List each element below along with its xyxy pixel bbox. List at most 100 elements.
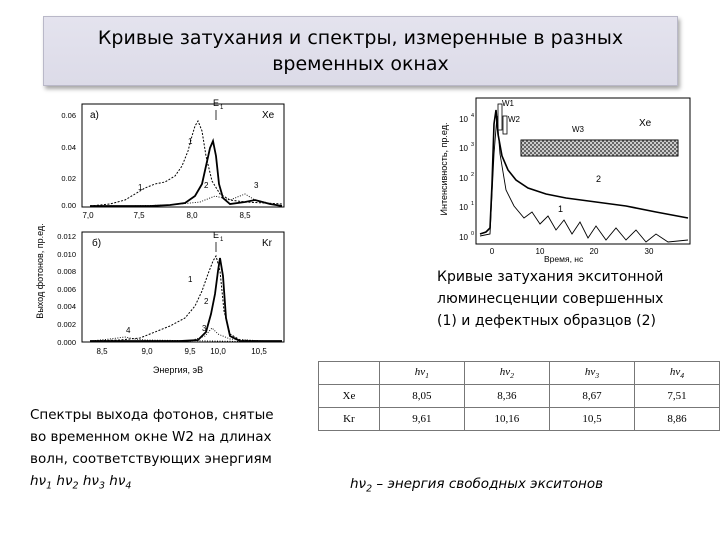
caption-hv-line: hν1 hν2 hν3 hν4 [30, 470, 274, 498]
spectra-bottom-peak-label: E [213, 230, 219, 240]
table-cell: 8,05 [378, 384, 465, 408]
ytick-base: 10 [459, 233, 468, 242]
caption-line: во временном окне W2 на длинах [30, 429, 272, 445]
hv-term: hν4 [109, 473, 132, 492]
spectra-bottom-element: Kr [262, 238, 273, 249]
ytick: 0.00 [61, 201, 76, 210]
hv-term: hν2 [56, 473, 79, 492]
window-label-w2: W2 [508, 115, 521, 124]
caption-line: (1) и дефектных образцов (2) [437, 313, 656, 329]
table-corner-cell [318, 361, 380, 385]
decay-curve-2 [479, 109, 689, 235]
ytick: 0.004 [57, 302, 76, 311]
spectra-top-peak-label: E [213, 98, 219, 108]
ytick: 0.008 [57, 267, 76, 276]
table-cell-element: Xe [318, 384, 380, 408]
spectra-top-frame [81, 103, 285, 208]
xtick: 7,0 [82, 211, 94, 220]
spectra-bottom-curve-1 [89, 254, 282, 342]
spectra-bottom-xticks: 8,5 9,0 9,5 10,0 10,5 [96, 347, 267, 356]
ytick: 0.06 [61, 111, 76, 120]
spectra-top-curve-1 [89, 119, 283, 207]
spectra-bottom-peak-sub: 1 [220, 237, 224, 243]
spectra-bottom-yticks: 0.012 0.010 0.008 0.006 0.004 0.002 0.00… [57, 232, 76, 347]
decay-frame [475, 97, 691, 245]
table-header-cell: hν2 [463, 361, 551, 385]
spectra-top-curve-labels: 1 2 3 [188, 137, 259, 190]
ytick: 0.012 [57, 232, 76, 241]
table-cell: 10,5 [549, 407, 635, 431]
decay-xlabel: Время, нс [544, 254, 584, 264]
spectra-bottom-curve-3 [90, 327, 283, 343]
xtick: 7,5 [133, 211, 145, 220]
table-row: Kr 9,61 10,16 10,5 8,86 [318, 407, 720, 431]
spectra-top-yticks: 0.06 0.04 0.02 0.00 [61, 111, 76, 210]
ytick-base: 10 [459, 115, 468, 124]
slide-title-line-2: временных окнах [272, 53, 449, 75]
xtick: 30 [645, 247, 654, 256]
window-w1 [497, 103, 503, 131]
table-cell: 8,86 [633, 407, 720, 431]
ytick: 0.02 [61, 174, 76, 183]
xtick: 9,0 [141, 347, 153, 356]
table-header-cell: hν1 [378, 361, 465, 385]
xtick: 20 [590, 247, 599, 256]
spectra-top-curve-label-extra: 1 [138, 183, 143, 192]
spectra-figure: Выход фотонов, пр.ед. а) Xe E 1 0.06 0.0… [35, 98, 285, 375]
ytick-exp: 4 [471, 113, 474, 119]
spectra-top-panel-label: а) [90, 110, 99, 121]
table-header-cell: hν4 [633, 361, 720, 385]
spectra-top-xticks: 7,0 7,5 8,0 8,5 [82, 211, 251, 220]
curve-label: 3 [254, 181, 259, 190]
table-cell-element: Kr [318, 407, 380, 431]
xtick: 10,5 [251, 347, 267, 356]
caption-line: люминесценции совершенных [437, 291, 664, 307]
window-w2 [502, 115, 508, 135]
hv-term: hν3 [82, 473, 105, 492]
spectra-bottom-panel-label: б) [92, 237, 101, 249]
ytick: 0.002 [57, 320, 76, 329]
ytick: 0.000 [57, 338, 76, 347]
table-cell: 8,67 [549, 384, 635, 408]
decay-ylabel: Интенсивность, пр.ед. [439, 123, 449, 216]
spectra-xlabel: Энергия, эВ [153, 365, 203, 375]
caption-line: волн, соответствующих энергиям [30, 451, 272, 467]
spectra-top-curve-2 [90, 137, 283, 207]
xtick: 8,5 [96, 347, 108, 356]
ytick-exp: 2 [471, 172, 474, 178]
free-exciton-note: hν2 – энергия свободных экситонов [350, 476, 604, 495]
spectra-bottom-frame [81, 231, 285, 343]
table-header-cell: hν3 [549, 361, 635, 385]
ytick-base: 10 [459, 174, 468, 183]
decay-caption: Кривые затухания экситонной люминесценци… [437, 266, 663, 332]
decay-curve-label-2: 2 [596, 174, 601, 184]
ytick: 0.010 [57, 250, 76, 259]
curve-label: 1 [188, 275, 193, 284]
caption-line: Спектры выхода фотонов, снятые [30, 407, 274, 423]
spectra-caption: Спектры выхода фотонов, снятые во времен… [30, 404, 274, 498]
spectra-bottom-curve-2 [90, 257, 282, 342]
xtick: 10,0 [210, 347, 226, 356]
window-label-w3: W3 [572, 125, 585, 134]
ytick-base: 10 [459, 144, 468, 153]
table-cell: 9,61 [378, 407, 465, 431]
ytick: 0.006 [57, 285, 76, 294]
table-cell: 7,51 [633, 384, 720, 408]
ytick: 0.04 [61, 143, 76, 152]
table-cell: 10,16 [463, 407, 551, 431]
ytick-base: 10 [459, 203, 468, 212]
spectra-top-element: Xe [262, 110, 275, 121]
curve-label: 2 [204, 181, 209, 190]
decay-curve-label-1: 1 [558, 204, 563, 214]
spectra-ylabel: Выход фотонов, пр.ед. [35, 223, 45, 318]
xtick: 10 [536, 247, 545, 256]
curve-label: 4 [126, 326, 131, 335]
xtick: 8,0 [186, 211, 198, 220]
curve-label: 3 [202, 324, 207, 333]
window-label-w1: W1 [502, 99, 515, 108]
hv-term: hν1 [30, 473, 53, 492]
spectra-bottom-curve-4 [89, 336, 283, 343]
ytick-exp: 3 [471, 142, 474, 148]
spectra-top-peak-sub: 1 [220, 105, 224, 111]
curve-label: 1 [188, 137, 193, 146]
